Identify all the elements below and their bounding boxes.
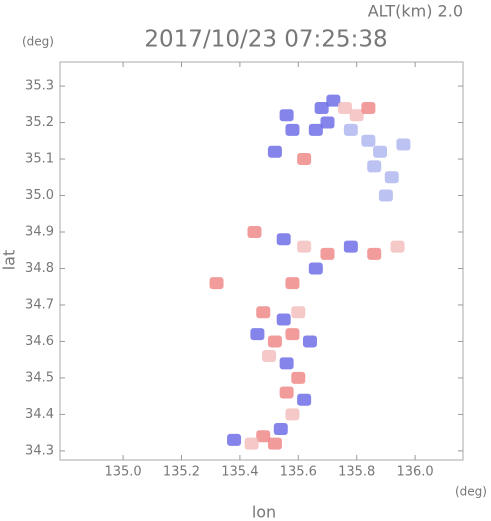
radar-cell: [276, 233, 291, 246]
radar-cell: [279, 109, 294, 122]
radar-cell: [373, 145, 388, 158]
radar-cell: [279, 386, 294, 399]
radar-cell: [244, 437, 259, 450]
radar-cell: [285, 408, 300, 421]
radar-cell: [361, 101, 376, 114]
y-unit: (deg): [22, 35, 54, 49]
radar-cell: [267, 335, 282, 348]
radar-cell: [320, 116, 335, 129]
radar-cell: [338, 101, 353, 114]
y-tick-label: 34.3: [25, 443, 54, 458]
plot-frame: [59, 61, 464, 461]
radar-cell: [256, 430, 271, 443]
radar-cell: [262, 350, 277, 363]
radar-cell: [267, 145, 282, 158]
radar-cell: [279, 357, 294, 370]
y-tick-label: 35.2: [25, 115, 54, 130]
radar-cell: [308, 123, 323, 136]
radar-cell: [285, 328, 300, 341]
y-tick-label: 35.1: [25, 152, 54, 167]
y-axis-label: lat: [0, 250, 19, 271]
radar-cell: [384, 171, 399, 184]
radar-cell: [349, 109, 364, 122]
radar-cell: [314, 101, 329, 114]
radar-cell: [227, 433, 242, 446]
y-tick-label: 34.4: [25, 407, 54, 422]
radar-cell: [285, 123, 300, 136]
radar-cell: [250, 328, 265, 341]
radar-cell: [297, 240, 312, 253]
x-tick-label: 135.2: [163, 465, 200, 480]
altitude: ALT(km) 2.0: [368, 2, 463, 21]
radar-cell: [326, 94, 341, 107]
y-tick-label: 35.3: [25, 79, 54, 94]
y-tick-label: 34.5: [25, 370, 54, 385]
radar-cell: [291, 306, 306, 319]
radar-cell: [390, 240, 405, 253]
radar-cell: [285, 277, 300, 290]
y-tick-label: 34.7: [25, 297, 54, 312]
x-tick-label: 135.0: [104, 465, 141, 480]
x-tick-label: 136.0: [396, 465, 433, 480]
radar-cell: [267, 437, 282, 450]
x-unit: (deg): [455, 485, 487, 499]
radar-cell: [297, 393, 312, 406]
radar-cell: [276, 313, 291, 326]
y-tick-label: 34.6: [25, 334, 54, 349]
radar-cell: [361, 134, 376, 147]
radar-cell: [396, 138, 411, 151]
radar-cell: [378, 189, 393, 202]
radar-cell: [247, 225, 262, 238]
x-tick-label: 135.6: [280, 465, 317, 480]
chart-title: 2017/10/23 07:25:38: [144, 27, 387, 53]
radar-cell: [308, 262, 323, 275]
y-tick-label: 34.8: [25, 261, 54, 276]
radar-cell: [273, 422, 288, 435]
radar-cell: [367, 160, 382, 173]
y-tick-label: 35.0: [25, 188, 54, 203]
radar-cell: [343, 123, 358, 136]
x-axis-label: lon: [252, 503, 276, 521]
radar-cell: [291, 371, 306, 384]
radar-cell: [343, 240, 358, 253]
radar-cell: [297, 153, 312, 166]
radar-cell: [256, 306, 271, 319]
radar-cell: [367, 247, 382, 260]
x-tick-label: 135.8: [338, 465, 375, 480]
radar-cell: [209, 277, 224, 290]
radar-cell: [320, 247, 335, 260]
y-tick-label: 34.9: [25, 224, 54, 239]
x-tick-label: 135.4: [221, 465, 258, 480]
radar-cell: [302, 335, 317, 348]
